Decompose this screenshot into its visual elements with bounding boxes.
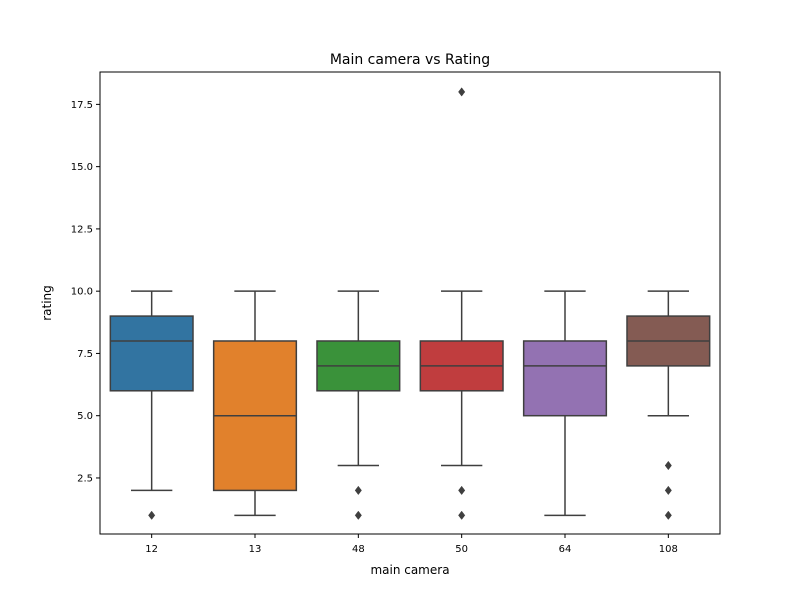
outlier-point: [664, 510, 672, 520]
y-tick-label: 12.5: [71, 224, 93, 235]
box-48: [316, 290, 401, 520]
box-64: [522, 290, 608, 517]
outlier-point: [458, 485, 466, 496]
outlier-point: [664, 460, 672, 471]
y-tick-label: 5.0: [77, 411, 93, 422]
x-axis: 12 13 48 50 64 108: [145, 534, 678, 555]
iqr-box: [109, 315, 194, 392]
x-tick-label: 48: [352, 544, 365, 555]
iqr-box: [522, 340, 608, 417]
chart-title: Main camera vs Rating: [330, 52, 490, 68]
box-50: [419, 87, 504, 520]
plot-frame: [99, 71, 721, 535]
x-tick-label: 50: [455, 544, 468, 555]
outlier-point: [458, 87, 466, 97]
y-tick-label: 17.5: [71, 100, 93, 111]
x-tick-label: 108: [659, 544, 678, 555]
x-tick-label: 64: [559, 544, 572, 555]
box-12: [109, 290, 194, 520]
box-13: [212, 290, 298, 517]
y-axis: 2.5 5.0 7.5 10.0 12.5 15.0 17.5: [71, 100, 100, 484]
y-axis-label: rating: [40, 285, 54, 321]
y-tick-label: 15.0: [71, 162, 93, 173]
plot-area: [109, 87, 711, 520]
x-tick-label: 13: [249, 544, 262, 555]
y-tick-label: 10.0: [71, 287, 93, 298]
outlier-point: [664, 485, 672, 496]
box-108: [626, 290, 711, 520]
y-tick-label: 2.5: [77, 473, 93, 484]
x-tick-label: 12: [145, 544, 158, 555]
outlier-point: [458, 510, 466, 520]
outlier-point: [148, 510, 156, 520]
x-axis-label: main camera: [370, 563, 449, 577]
outlier-point: [354, 510, 362, 520]
y-tick-label: 7.5: [77, 349, 93, 360]
outlier-point: [354, 485, 362, 496]
